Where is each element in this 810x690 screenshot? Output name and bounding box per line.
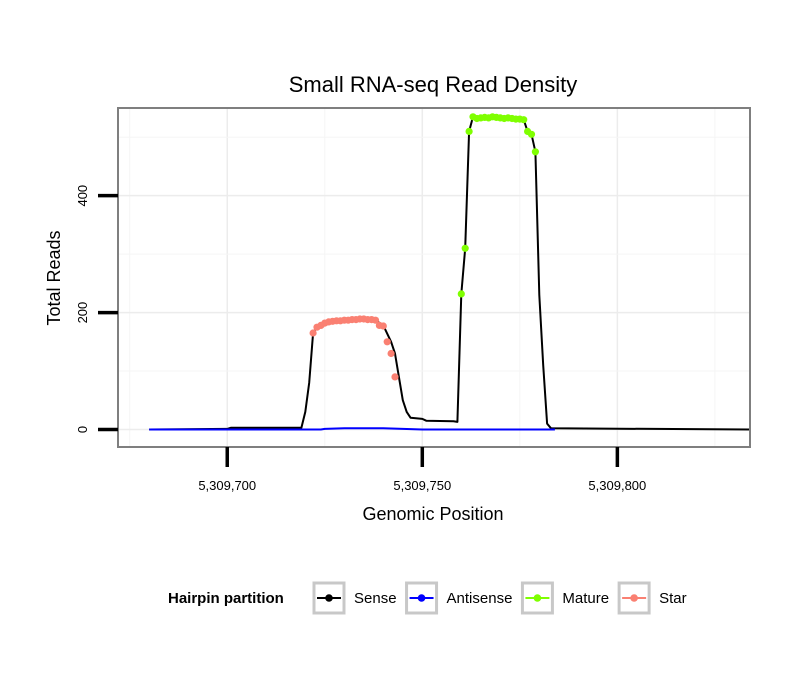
legend-item-mature: Mature: [520, 581, 609, 615]
legend-item-antisense: Antisense: [405, 581, 513, 615]
legend-key-point: [630, 594, 638, 602]
legend-title: Hairpin partition: [168, 590, 284, 607]
legend-label: Star: [659, 590, 687, 607]
legend-key-point: [325, 594, 333, 602]
mature-point: [461, 244, 469, 252]
star-point: [383, 338, 391, 346]
star-point: [391, 373, 399, 381]
star-point: [309, 329, 317, 337]
grid-lines: [118, 108, 750, 447]
legend: Hairpin partition Sense Antisense Mature St…: [168, 581, 687, 615]
star-point: [371, 316, 380, 324]
y-axis-title: Total Reads: [44, 230, 64, 325]
legend-key-point: [417, 594, 426, 602]
y-axis: 0 200 400: [75, 185, 118, 433]
legend-label: Mature: [562, 590, 609, 607]
panel-border: [117, 107, 751, 448]
mature-point: [531, 148, 540, 156]
series-layer: [149, 113, 751, 431]
mature-point: [520, 116, 528, 124]
x-axis: 5,309,700 5,309,750 5,309,800: [198, 447, 646, 493]
x-tick-label: 5,309,800: [588, 478, 646, 493]
chart-title: Small RNA-seq Read Density: [289, 72, 578, 97]
x-tick-label: 5,309,700: [198, 478, 256, 493]
y-tick-label: 200: [75, 302, 90, 324]
star-point: [379, 322, 387, 330]
y-tick-label: 0: [75, 426, 90, 433]
legend-label: Antisense: [447, 590, 513, 607]
legend-item-star: Star: [617, 581, 687, 615]
legend-label: Sense: [354, 590, 397, 607]
legend-item-sense: Sense: [312, 581, 397, 615]
star-point: [387, 349, 395, 358]
antisense-series-line: [149, 427, 555, 431]
y-tick-label: 400: [75, 185, 90, 207]
legend-key-point: [533, 594, 542, 602]
mature-point: [465, 127, 473, 135]
sense-series-line: [149, 115, 751, 431]
x-axis-title: Genomic Position: [362, 504, 503, 524]
mature-point: [457, 290, 465, 298]
x-tick-label: 5,309,750: [393, 478, 451, 493]
mature-point: [527, 130, 536, 138]
